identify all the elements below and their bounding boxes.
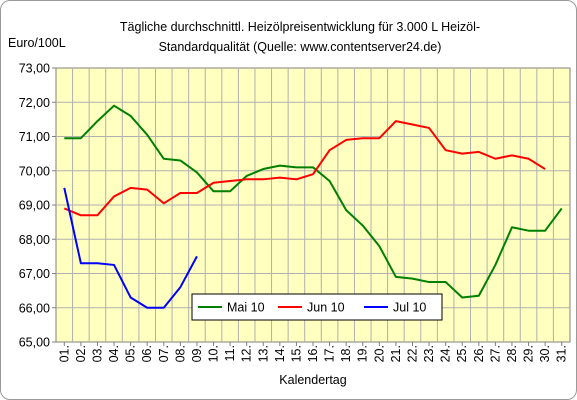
x-tick-label: 03. bbox=[90, 345, 104, 362]
series-line-jun-10 bbox=[63, 120, 546, 217]
legend-label-jul-10: Jul 10 bbox=[393, 301, 426, 315]
x-tick-label: 09. bbox=[190, 345, 204, 362]
y-tick-label: 68,00 bbox=[19, 233, 50, 247]
x-axis-label: Kalendertag bbox=[279, 373, 346, 387]
y-axis-label: Euro/100L bbox=[8, 36, 66, 50]
x-tick-label: 23. bbox=[422, 345, 436, 362]
x-tick-label: 01. bbox=[57, 345, 71, 362]
x-tick-label: 25. bbox=[455, 345, 469, 362]
x-tick-label: 06. bbox=[140, 345, 154, 362]
x-tick-label: 21. bbox=[389, 345, 403, 362]
x-tick-label: 08. bbox=[173, 345, 187, 362]
x-tick-label: 10. bbox=[207, 345, 221, 362]
x-tick-label: 13. bbox=[256, 345, 270, 362]
x-tick-label: 19. bbox=[356, 345, 370, 362]
x-tick-label: 24. bbox=[439, 345, 453, 362]
y-tick-label: 69,00 bbox=[19, 199, 50, 213]
legend-label-mai-10: Mai 10 bbox=[227, 301, 265, 315]
y-tick-label: 71,00 bbox=[19, 130, 50, 144]
series-lines bbox=[63, 104, 563, 309]
x-tick-label: 31. bbox=[555, 345, 569, 362]
y-tick-label: 65,00 bbox=[19, 336, 50, 350]
x-tick-label: 16. bbox=[306, 345, 320, 362]
horizontal-gridlines bbox=[56, 101, 570, 309]
x-tick-label: 20. bbox=[372, 345, 386, 362]
series-line-jul-10 bbox=[63, 187, 198, 309]
x-tick-label: 29. bbox=[522, 345, 536, 362]
legend-label-jun-10: Jun 10 bbox=[307, 301, 345, 315]
x-tick-label: 12. bbox=[240, 345, 254, 362]
x-tick-label: 30. bbox=[538, 345, 552, 362]
chart-title-line-2: Standardqualität (Quelle: www.contentser… bbox=[159, 40, 442, 54]
x-tick-label: 07. bbox=[157, 345, 171, 362]
x-tick-label: 26. bbox=[472, 345, 486, 362]
x-tick-label: 14. bbox=[273, 345, 287, 362]
x-tick-label: 05. bbox=[124, 345, 138, 362]
x-tick-label: 17. bbox=[323, 345, 337, 362]
legend-box bbox=[191, 293, 443, 321]
y-tick-label: 67,00 bbox=[19, 267, 50, 281]
x-tick-label: 04. bbox=[107, 345, 121, 362]
y-tick-label: 70,00 bbox=[19, 164, 50, 178]
x-axis-ticks: 01. 02. 03. 04. 05. 06. 07. 08. 09. 10. 11. 12. 13. 1… bbox=[57, 342, 569, 362]
y-tick-label: 73,00 bbox=[19, 62, 50, 76]
x-tick-label: 02. bbox=[74, 345, 88, 362]
x-tick-label: 11. bbox=[223, 345, 237, 361]
y-tick-label: 72,00 bbox=[19, 96, 50, 110]
chart-title-line-1: Tägliche durchschnittl. Heizölpreisentwi… bbox=[120, 20, 480, 34]
x-tick-label: 22. bbox=[405, 345, 419, 362]
legend: Mai 10 Jun 10 Jul 10 bbox=[191, 293, 443, 321]
y-tick-label: 66,00 bbox=[19, 301, 50, 315]
x-tick-label: 18. bbox=[339, 345, 353, 362]
x-tick-label: 28. bbox=[505, 345, 519, 362]
x-tick-label: 27. bbox=[488, 345, 502, 362]
y-axis-ticks: 65,00 66,00 67,00 68,00 69,00 70,00 71,00 72,00… bbox=[19, 62, 56, 350]
series-line-mai-10 bbox=[64, 104, 563, 299]
x-tick-label: 15. bbox=[289, 345, 303, 362]
